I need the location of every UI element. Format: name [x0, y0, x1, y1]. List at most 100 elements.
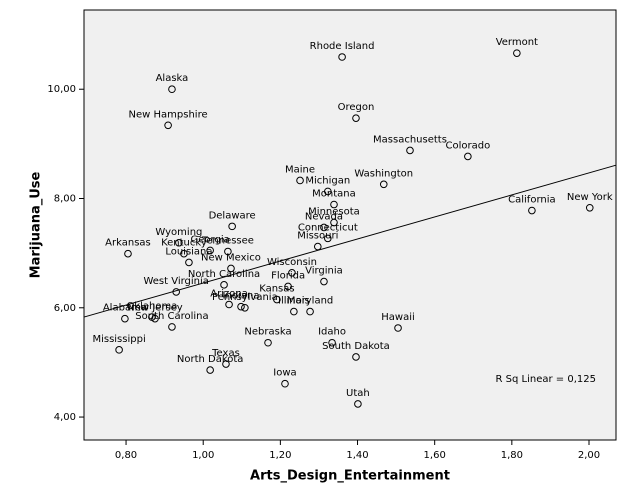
point — [290, 307, 298, 316]
point-label: North Carolina — [188, 269, 260, 280]
point — [273, 295, 281, 304]
point-label: Georgia — [191, 234, 230, 245]
point-label: Maryland — [287, 296, 333, 307]
point-label: Nebraska — [244, 327, 291, 338]
point — [296, 176, 304, 185]
point-label: Vermont — [496, 37, 538, 48]
point-label: Montana — [312, 189, 356, 200]
x-tick-label: 0,80 — [115, 450, 137, 461]
point — [585, 203, 594, 212]
point-label: Washington — [354, 168, 413, 179]
point-label: Michigan — [305, 175, 350, 186]
point — [338, 53, 346, 61]
x-tick-label: 1,40 — [346, 450, 368, 461]
point — [288, 269, 296, 277]
point — [168, 85, 176, 94]
point — [330, 218, 338, 227]
point — [164, 121, 172, 130]
point-label: Texas — [211, 348, 240, 359]
y-tick-label: 8,00 — [54, 194, 76, 205]
point — [115, 346, 123, 354]
point-label: Virginia — [305, 266, 343, 277]
x-axis-title: Arts_Design_Entertainment — [250, 469, 450, 484]
point — [225, 300, 233, 309]
point — [379, 180, 388, 189]
point — [222, 360, 230, 368]
point — [306, 307, 314, 316]
point — [330, 200, 338, 209]
point-label: Hawaii — [381, 312, 415, 323]
point-label: Alabama — [103, 303, 147, 314]
point-label: Delaware — [209, 210, 256, 221]
point-label: Iowa — [273, 368, 296, 379]
y-tick-label: 4,00 — [54, 412, 76, 423]
point — [464, 152, 472, 161]
x-tick-label: 1,60 — [424, 450, 446, 461]
point — [264, 338, 272, 347]
point — [124, 249, 132, 258]
point-label: Wisconsin — [267, 257, 317, 268]
point — [394, 324, 402, 332]
point-label: Rhode Island — [310, 41, 375, 52]
point — [180, 249, 188, 258]
point-label: Mississippi — [92, 334, 145, 345]
point — [151, 314, 159, 323]
point — [121, 314, 129, 323]
point — [206, 366, 214, 374]
point — [185, 258, 193, 267]
point-label: California — [508, 195, 556, 206]
point — [352, 114, 360, 122]
point-label: New Jersey — [127, 303, 183, 314]
x-tick-label: 1,00 — [192, 450, 214, 461]
point-label: West Virginia — [143, 276, 208, 287]
y-tick-label: 6,00 — [54, 303, 76, 314]
point — [284, 282, 292, 291]
point — [354, 400, 362, 408]
point — [320, 223, 328, 232]
point — [227, 264, 235, 273]
point-label: Nevada — [305, 211, 343, 222]
y-axis-title: Marijuana_Use — [29, 171, 44, 278]
point-label: Illinois — [278, 296, 310, 307]
point — [206, 246, 214, 255]
point-label: South Carolina — [135, 311, 208, 322]
point-label: Alaska — [156, 73, 189, 84]
point-label: New York — [567, 192, 613, 203]
point — [241, 303, 249, 312]
point — [172, 288, 181, 296]
point — [237, 302, 245, 311]
point-label: Kansas — [259, 284, 294, 295]
point-label: Wyoming — [155, 227, 202, 238]
point-label: Missouri — [297, 231, 338, 242]
point-label: Tennessee — [201, 235, 254, 246]
point-label: Oklahoma — [126, 301, 177, 312]
point-label: Idaho — [318, 327, 346, 338]
point-label: Indiana — [223, 291, 260, 302]
point-label: Connecticut — [298, 222, 358, 233]
point — [281, 379, 289, 388]
point — [228, 222, 236, 231]
point — [168, 323, 176, 331]
point — [313, 242, 322, 251]
x-tick-label: 1,20 — [269, 450, 291, 461]
point-label: South Dakota — [322, 341, 390, 352]
y-tick-label: 10,00 — [47, 84, 76, 95]
point-label: Maine — [285, 164, 315, 175]
point-label: Oregon — [338, 102, 375, 113]
point-label: Florida — [271, 270, 305, 281]
point — [352, 353, 360, 361]
point-label: Colorado — [446, 140, 491, 151]
x-tick-label: 2,00 — [578, 450, 600, 461]
point-label: New Hampshire — [129, 109, 208, 120]
point — [513, 49, 521, 57]
point — [175, 238, 183, 247]
point — [324, 234, 332, 243]
point — [224, 247, 232, 256]
point — [328, 338, 336, 347]
point-label: North Dakota — [177, 354, 244, 365]
point-label: Massachusetts — [373, 134, 447, 145]
point-label: Kentucky — [161, 238, 207, 249]
point — [320, 277, 328, 286]
point-label: Arkansas — [105, 238, 151, 249]
